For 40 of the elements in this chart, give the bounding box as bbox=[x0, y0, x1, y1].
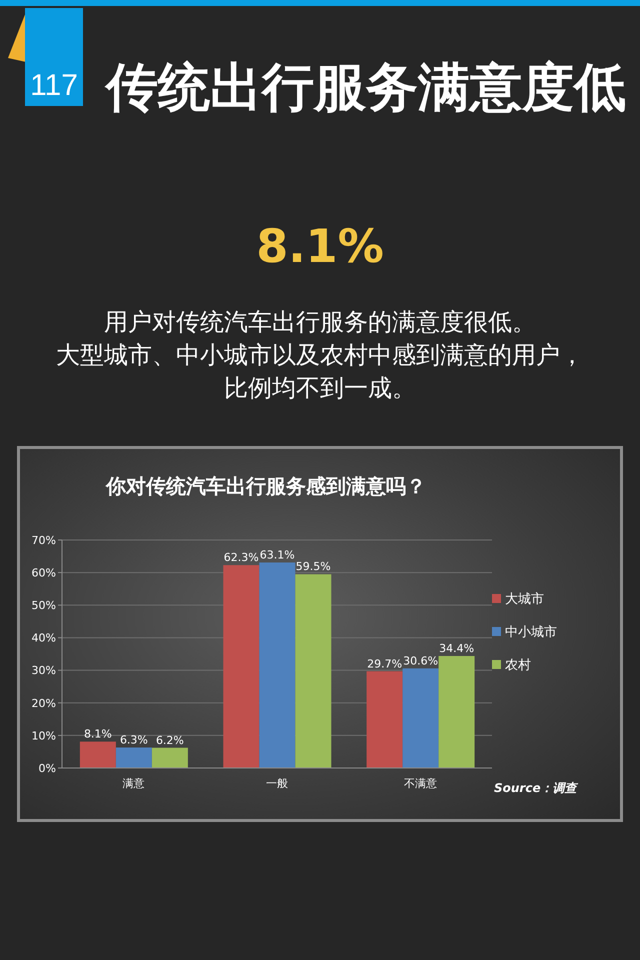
text: 大型城市、中小城市以及农村中感到满意的用户， bbox=[55, 340, 585, 371]
y-tick-label: 70% bbox=[32, 534, 56, 547]
y-tick-label: 0% bbox=[38, 762, 56, 775]
y-tick-label: 30% bbox=[32, 664, 56, 678]
legend-label: 大城市 bbox=[504, 590, 545, 608]
data-label: 63.1% bbox=[260, 548, 295, 562]
legend-label: 农村 bbox=[504, 656, 532, 674]
data-label: 62.3% bbox=[224, 551, 259, 564]
text: 比例均不到一成。 bbox=[223, 373, 417, 404]
data-label: 59.5% bbox=[296, 560, 331, 574]
bar bbox=[116, 747, 152, 768]
y-tick-label: 50% bbox=[32, 599, 56, 612]
bar bbox=[259, 562, 296, 768]
source-note: Source：调查 bbox=[494, 780, 577, 796]
data-label: 6.2% bbox=[156, 734, 184, 747]
chart-title: 传统出行服务满意度低 bbox=[106, 57, 626, 120]
data-label: 30.6% bbox=[403, 654, 438, 668]
bar bbox=[366, 671, 403, 768]
data-label: 34.4% bbox=[439, 642, 474, 655]
data-label: 6.3% bbox=[120, 733, 148, 746]
bar bbox=[152, 748, 188, 768]
x-tick-label: 满意 bbox=[122, 776, 145, 790]
text: 117 bbox=[29, 68, 79, 104]
y-tick-label: 10% bbox=[32, 729, 56, 742]
y-tick-label: 20% bbox=[32, 696, 56, 710]
bar bbox=[402, 668, 439, 768]
y-tick-label: 40% bbox=[32, 632, 56, 645]
data-label: 8.1% bbox=[84, 728, 112, 741]
legend-label: 中小城市 bbox=[504, 624, 558, 642]
bar bbox=[295, 574, 332, 768]
bar bbox=[80, 742, 116, 768]
x-tick-label: 不满意 bbox=[404, 776, 437, 790]
text: 用户对传统汽车出行服务的满意度很低。 bbox=[103, 307, 537, 338]
bar bbox=[223, 565, 260, 768]
bar bbox=[438, 656, 475, 768]
y-tick-label: 60% bbox=[32, 566, 56, 580]
chart-subtitle: 你对传统汽车出行服务感到满意吗？ bbox=[104, 473, 427, 500]
data-label: 29.7% bbox=[367, 657, 402, 670]
text: 8.1% bbox=[255, 218, 385, 274]
x-tick-label: 一般 bbox=[266, 776, 288, 790]
